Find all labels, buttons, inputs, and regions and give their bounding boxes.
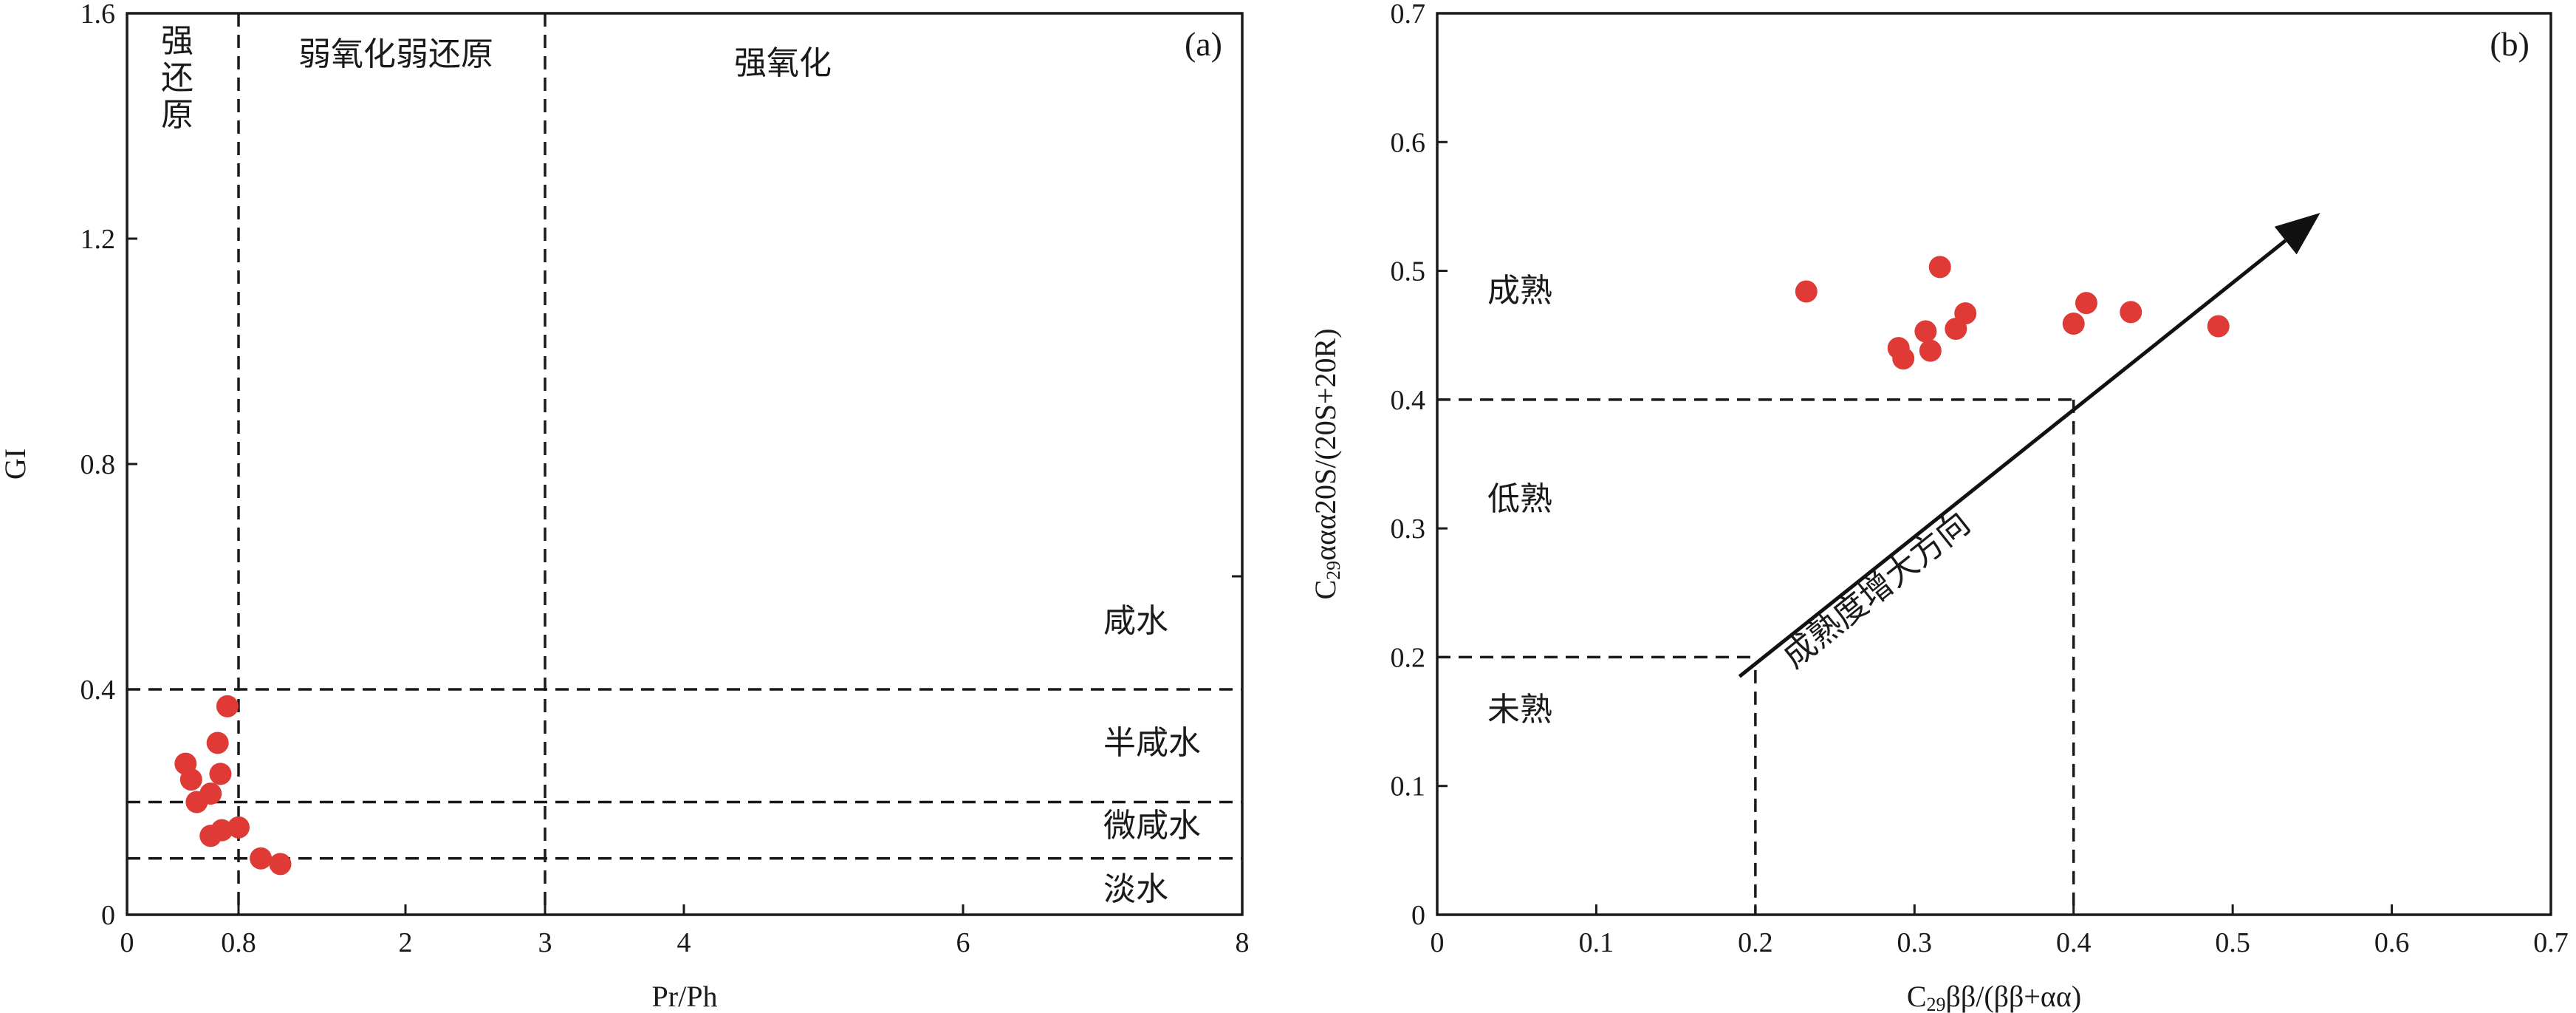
chart-a-x-tick-label: 0.8 [221,927,256,958]
chart-a-y-tick-label: 0 [101,900,115,931]
chart-b-data-point [1919,339,1942,362]
chart-b-data-point [2207,315,2230,338]
chart-a-data-point [206,731,229,754]
chart-b-x-tick-label: 0.7 [2533,927,2569,958]
chart-b-y-tick-label: 0.7 [1391,0,1426,30]
maturity-arrow-head [2274,213,2320,255]
chart-a-reference-lines [127,13,1242,915]
chart-a-y-tick-label: 1.2 [80,224,116,255]
chart-b-y-tick-label: 0.4 [1391,385,1426,416]
chart-a-ticks: 0 0.8 2 3 4 6 8 0 0.4 0.8 1.2 1.6 [80,0,1250,958]
chart-b-y-axis-title: C29ααα20S/(20S+20R) [1309,328,1344,599]
chart-a-x-tick-label: 0 [120,927,134,958]
chart-b-data-point [1795,280,1818,303]
zone-semi-saline-label: 半咸水 [1103,725,1201,761]
chart-a-y-tick-label: 0.4 [80,675,116,706]
chart-b-x-tick-label: 0.3 [1897,927,1933,958]
chart-a-y-axis-title: GI [0,448,32,480]
chart-a-frame [126,12,1244,916]
chart-a-x-tick-label: 6 [956,927,970,958]
chart-a-y-tick-label: 1.6 [80,0,116,30]
chart-b-data-point [2120,301,2142,324]
zone-weak-oxidation-label: 弱氧化弱还原 [298,36,493,72]
chart-b-y-tick-label: 0.1 [1391,771,1426,802]
maturity-arrow-shaft [1738,239,2287,678]
chart-a-data-point [216,695,239,717]
chart-b-ticks: 0 0.1 0.2 0.3 0.4 0.5 0.6 0.7 0 0.1 0.2 0.3 0.4 0.5 0.… [1391,0,2569,958]
chart-b-x-tick-label: 0.4 [2056,927,2092,958]
zone-low-mature-label: 低熟 [1487,481,1552,517]
maturity-arrow [1738,213,2320,678]
zone-immature-label: 未熟 [1487,692,1552,728]
chart-a-x-tick-label: 4 [677,927,691,958]
chart-b-frame [1436,12,2552,916]
chart-b-x-axis-title: C29ββ/(ββ+αα) [1907,980,2081,1013]
chart-b: 0 0.1 0.2 0.3 0.4 0.5 0.6 0.7 0 0.1 0.2 0.3 0.4 0.5 0.… [1309,0,2569,1013]
chart-b-data-point [1954,302,1977,325]
zone-saline-label: 咸水 [1103,603,1168,639]
chart-a-x-tick-label: 2 [399,927,413,958]
zone-brackish-label: 微咸水 [1103,808,1201,844]
chart-a-data-point [209,763,232,785]
chart-b-x-tick-label: 0.6 [2374,927,2410,958]
chart-a-data-point [199,782,222,805]
svg-text:强还原: 强还原 [161,23,193,133]
chart-a-x-tick-label: 3 [538,927,552,958]
chart-b-panel-label: (b) [2490,25,2529,63]
zone-mature-label: 成熟 [1487,273,1552,309]
chart-b-data-point [2075,292,2097,315]
chart-b-x-tick-label: 0 [1431,927,1445,958]
chart-b-y-tick-label: 0 [1411,900,1425,931]
chart-a-data-point [210,819,233,842]
chart-a-data-point [269,853,292,876]
chart-b-x-tick-label: 0.1 [1579,927,1614,958]
chart-b-data-point [1928,256,1951,279]
chart-b-x-tick-label: 0.2 [1738,927,1773,958]
chart-a-data-point [179,768,202,791]
zone-fresh-label: 淡水 [1103,871,1168,907]
chart-a-data-point [250,847,273,870]
chart-a-panel-label: (a) [1185,25,1222,63]
chart-b-data-point [1914,320,1937,343]
chart-a-x-axis-title: Pr/Ph [652,980,718,1013]
chart-b-points [1795,256,2230,370]
chart-a-data-point [227,816,250,839]
chart-b-reference-lines [1437,398,2075,915]
chart-b-y-tick-label: 0.5 [1391,256,1426,287]
chart-b-y-tick-label: 0.6 [1391,127,1426,158]
chart-b-y-tick-label: 0.2 [1391,642,1426,673]
zone-strong-oxidation-label: 强氧化 [734,45,832,81]
chart-b-data-point [2062,313,2085,335]
chart-a-y-tick-label: 0.8 [80,449,116,480]
chart-b-y-tick-label: 0.3 [1391,514,1426,545]
chart-a-points [174,695,292,876]
zone-strong-reduction-label: 强还原 [161,23,193,133]
chart-b-data-point [1892,347,1915,370]
maturity-arrow-label: 成熟度增大方向 [1776,505,1976,675]
chart-a: 0 0.8 2 3 4 6 8 0 0.4 0.8 1.2 1.6 (a) 强还原 弱氧化弱还原 强氧… [0,0,1250,1013]
chart-a-x-tick-label: 8 [1236,927,1250,958]
chart-b-x-tick-label: 0.5 [2215,927,2250,958]
